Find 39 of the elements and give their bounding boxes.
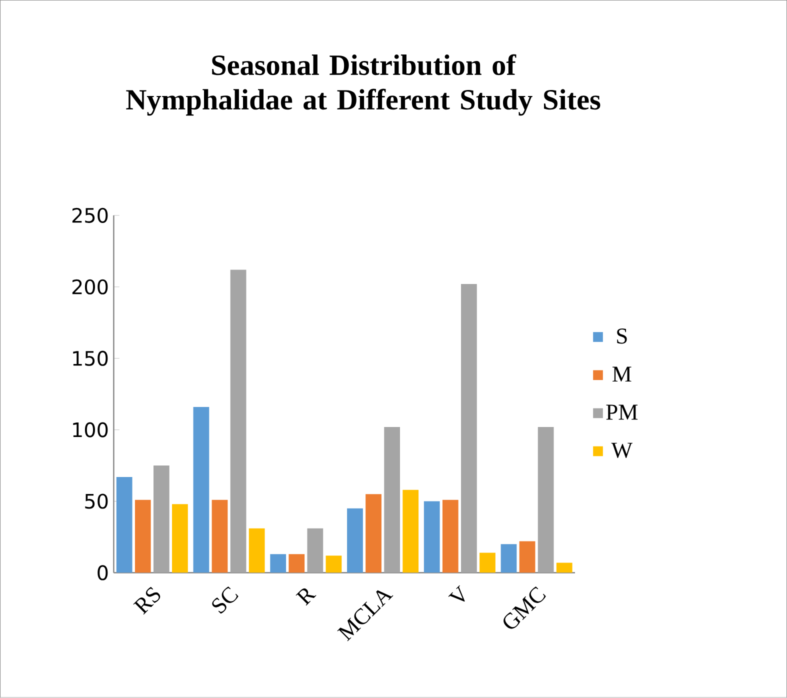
bar [442,500,458,573]
bar [461,284,477,573]
y-tick-label: 250 [72,208,108,224]
legend-label: PM [606,404,638,420]
bar [153,466,170,573]
y-tick-label: 0 [98,565,108,580]
bar [347,508,363,573]
bar [288,554,305,573]
bar [116,477,132,573]
y-tick-label: 200 [72,279,108,295]
bar [480,552,496,573]
bar [212,500,228,573]
bar [326,556,342,573]
legend-label: S [617,328,627,344]
bar [366,494,382,573]
x-tick-label: RS [133,587,160,615]
bar [230,270,246,573]
x-tick-label: V [448,585,465,602]
x-tick-label: R [296,588,316,606]
bar [248,528,265,573]
bar [402,490,419,573]
bar [384,427,400,573]
bar [172,504,188,573]
y-tick-label: 150 [73,350,108,366]
bar [307,528,324,573]
bar [270,554,286,573]
bar [500,544,517,573]
bar [424,501,440,573]
chart-title: Seasonal Distribution of Nymphalidae at Different Study Sites [126,54,600,116]
x-tick-label: SC [212,586,238,614]
bar [538,427,554,573]
bar [519,541,536,573]
bar [134,500,151,573]
y-tick-label: 100 [73,422,108,438]
bar [193,407,210,573]
bar [556,562,572,573]
legend-label: M [612,366,632,382]
y-tick-label: 50 [85,494,108,509]
legend-label: W [611,442,633,458]
